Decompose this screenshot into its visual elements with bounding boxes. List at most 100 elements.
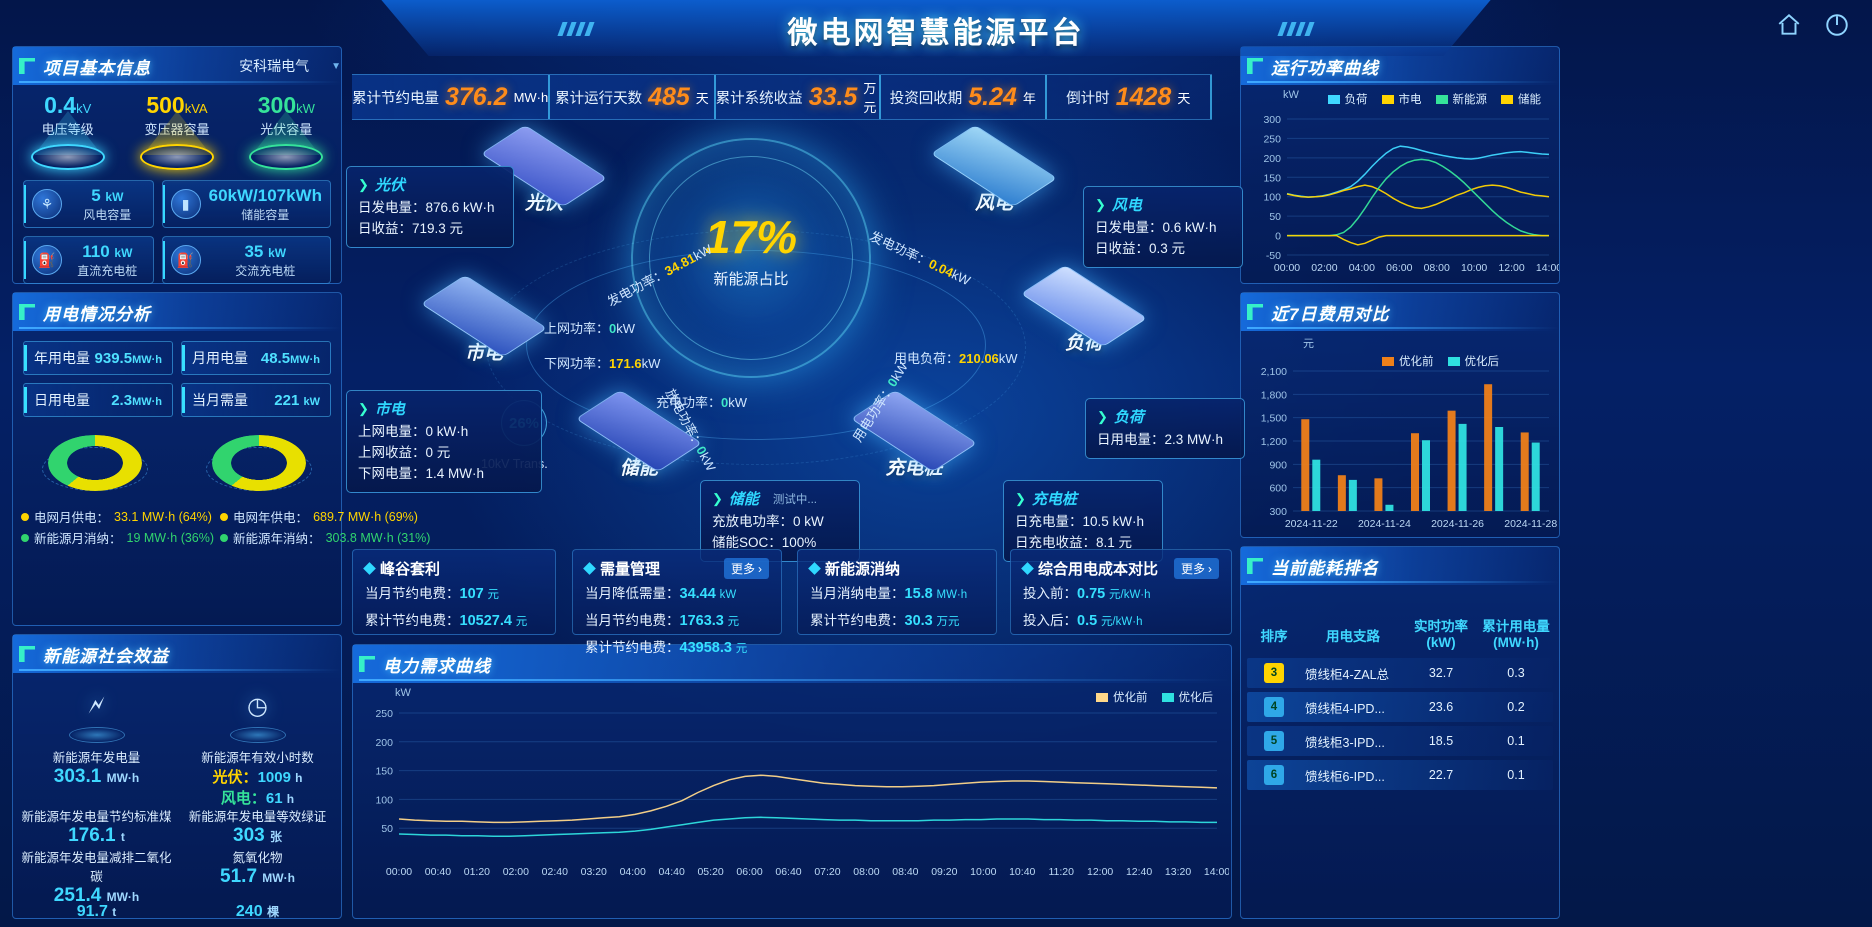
header-ticks-left [557, 22, 595, 36]
social-item-tree: 240 棵 [180, 903, 335, 921]
legend-item[interactable]: 优化后 [1447, 353, 1499, 369]
social-label: 氮氧化物 [232, 851, 283, 865]
flag-icon [19, 646, 35, 662]
donut-chart-row [13, 431, 341, 497]
table-row[interactable]: 6 馈线柜6-IPD... 22.7 0.1 [1247, 760, 1553, 791]
social-label: 新能源年发电量减排二氧化碳 [21, 851, 172, 884]
monthly-supply-donut [40, 431, 150, 497]
legend-item[interactable]: 市电 [1381, 91, 1422, 107]
app-header: 微电网智慧能源平台 [0, 0, 1872, 58]
total-energy-cell: 0.2 [1507, 700, 1525, 715]
svg-text:00:40: 00:40 [425, 866, 451, 878]
more-button[interactable]: 更多 › [1173, 558, 1219, 579]
capacity-label: 光伏容量 [260, 122, 313, 138]
icon-pad [68, 727, 125, 743]
card-renewable-consumption: 新能源消纳 当月消纳电量：15.8 MW·h 累计节约电费：30.3 万元 [797, 549, 997, 635]
flow-value: 171.6 [609, 356, 642, 371]
svg-text:12:40: 12:40 [1126, 866, 1152, 878]
kpi-unit: 年 [1022, 90, 1036, 106]
bullet-icon [808, 562, 821, 575]
panel-title-text: 项目基本信息 [43, 58, 151, 78]
flow-unit: kW [641, 356, 661, 371]
node-storage[interactable]: 储能 [575, 389, 703, 480]
table-row[interactable]: 4 馈线柜4-IPD... 23.6 0.2 [1247, 692, 1553, 723]
capacity-unit: kW [296, 101, 315, 116]
legend-item[interactable]: 储能 [1501, 91, 1541, 107]
usage-metric: 日用电量 2.3MW·h [23, 383, 173, 417]
svg-text:03:20: 03:20 [581, 866, 607, 878]
svg-text:11:20: 11:20 [1048, 866, 1074, 878]
svg-text:200: 200 [375, 737, 393, 749]
social-unit: t [120, 830, 125, 844]
company-selector-value[interactable]: 安科瑞电气 [239, 58, 310, 74]
card-row: 日用电量：2.3 MW·h [1097, 432, 1224, 447]
svg-text:08:40: 08:40 [892, 866, 918, 878]
metric-value: 60kW/107kWh [208, 185, 322, 205]
home-icon[interactable] [1776, 12, 1802, 43]
social-value: 176.1 [68, 825, 116, 846]
legend-item[interactable]: 负荷 [1327, 91, 1368, 107]
flag-icon [359, 656, 375, 672]
metric-label: 年用电量 [34, 350, 90, 366]
legend-item[interactable]: 优化前 [1096, 689, 1148, 705]
svg-text:2024-11-24: 2024-11-24 [1358, 518, 1411, 530]
table-row[interactable]: 3 馈线柜4-ZAL总 32.7 0.3 [1247, 658, 1553, 689]
social-benefit-grid: 🗲 新能源年发电量 303.1 MW·h ◷ 新能源年有效小时数 光伏：1009… [13, 673, 341, 921]
capacity-item: 0.4kV 电压等级 [16, 92, 120, 171]
svg-text:1,500: 1,500 [1261, 413, 1287, 425]
row-unit: 元 [735, 642, 748, 655]
card-title: 峰谷套利 [380, 561, 441, 578]
power-icon[interactable] [1824, 12, 1850, 43]
kpi-unit: 天 [695, 90, 709, 106]
node-wind[interactable]: 风电 [930, 124, 1058, 215]
node-load[interactable]: 负荷 [1020, 264, 1148, 355]
panel-title-text: 运行功率曲线 [1271, 58, 1379, 78]
wind-turbine-icon: ⚘ [32, 189, 62, 220]
row-value: 0.75 [1077, 586, 1106, 602]
legend-item[interactable]: 新能源 [1435, 91, 1487, 107]
card-demand-management: 需量管理 更多 › 当月降低需量：34.44 kW 当月节约电费：1763.3 元… [572, 549, 782, 656]
card-title: 市电 [374, 401, 405, 418]
kpi-value: 33.5 [808, 82, 858, 111]
arrow-icon: ❯ [712, 490, 723, 506]
svg-text:250: 250 [375, 708, 393, 720]
legend-label: 储能 [1518, 94, 1541, 106]
clock-icon: ◷ [247, 692, 268, 720]
svg-text:2,100: 2,100 [1261, 366, 1287, 378]
table-row[interactable]: 5 馈线柜3-IPD... 18.5 0.1 [1247, 726, 1553, 757]
card-title: 负荷 [1113, 409, 1144, 426]
legend-dot [220, 512, 229, 521]
social-label: 新能源年发电量 [52, 751, 141, 765]
card-title: 光伏 [374, 177, 405, 194]
social-value: 61 [265, 790, 283, 807]
info-card-load: ❯ 负荷 日用电量：2.3 MW·h [1085, 398, 1245, 459]
chevron-down-icon[interactable]: ▼ [331, 60, 341, 72]
storage-capacity-item: ▮ 60kW/107kWh 储能容量 [161, 180, 331, 229]
kpi-item: 累计运行天数 485 天 [550, 75, 716, 119]
legend-value: 19 MW·h (36%) [126, 530, 215, 545]
svg-text:250: 250 [1263, 133, 1281, 145]
row-unit: 元 [515, 615, 528, 628]
row-value: 43958.3 [679, 639, 732, 656]
metric-unit: MW·h [290, 353, 320, 366]
energy-ranking-panel: 当前能耗排名 排序 用电支路 实时功率 (kW) 累计用电量 (MW·h) 3 馈线柜… [1240, 546, 1560, 919]
more-button[interactable]: 更多 › [723, 558, 769, 579]
row-unit: 元/kW·h [1100, 615, 1143, 628]
legend-item[interactable]: 优化前 [1382, 353, 1434, 369]
card-peak-valley-arbitrage: 峰谷套利 当月节约电费：107 元 累计节约电费：10527.4 元 [352, 549, 556, 635]
legend-item[interactable]: 优化后 [1161, 689, 1213, 705]
legend-swatch [1382, 356, 1394, 366]
svg-text:02:40: 02:40 [542, 866, 568, 878]
panel-title-text: 电力需求曲线 [383, 656, 491, 676]
social-unit: h [286, 792, 295, 806]
metric-label: 当月需量 [192, 392, 248, 408]
social-unit: t [112, 905, 117, 919]
social-value: 240 [235, 903, 263, 920]
svg-text:50: 50 [381, 823, 393, 835]
node-grid[interactable]: 市电 [420, 274, 548, 365]
svg-text:06:00: 06:00 [1386, 262, 1412, 274]
branch-name-cell: 馈线柜4-ZAL总 [1305, 667, 1390, 682]
panel-header: 近7日费用对比 [1241, 293, 1559, 331]
solar-panel-icon: 🗲 [88, 692, 105, 719]
social-benefit-panel: 新能源社会效益 🗲 新能源年发电量 303.1 MW·h ◷ 新能源年有效小时数… [12, 634, 342, 921]
